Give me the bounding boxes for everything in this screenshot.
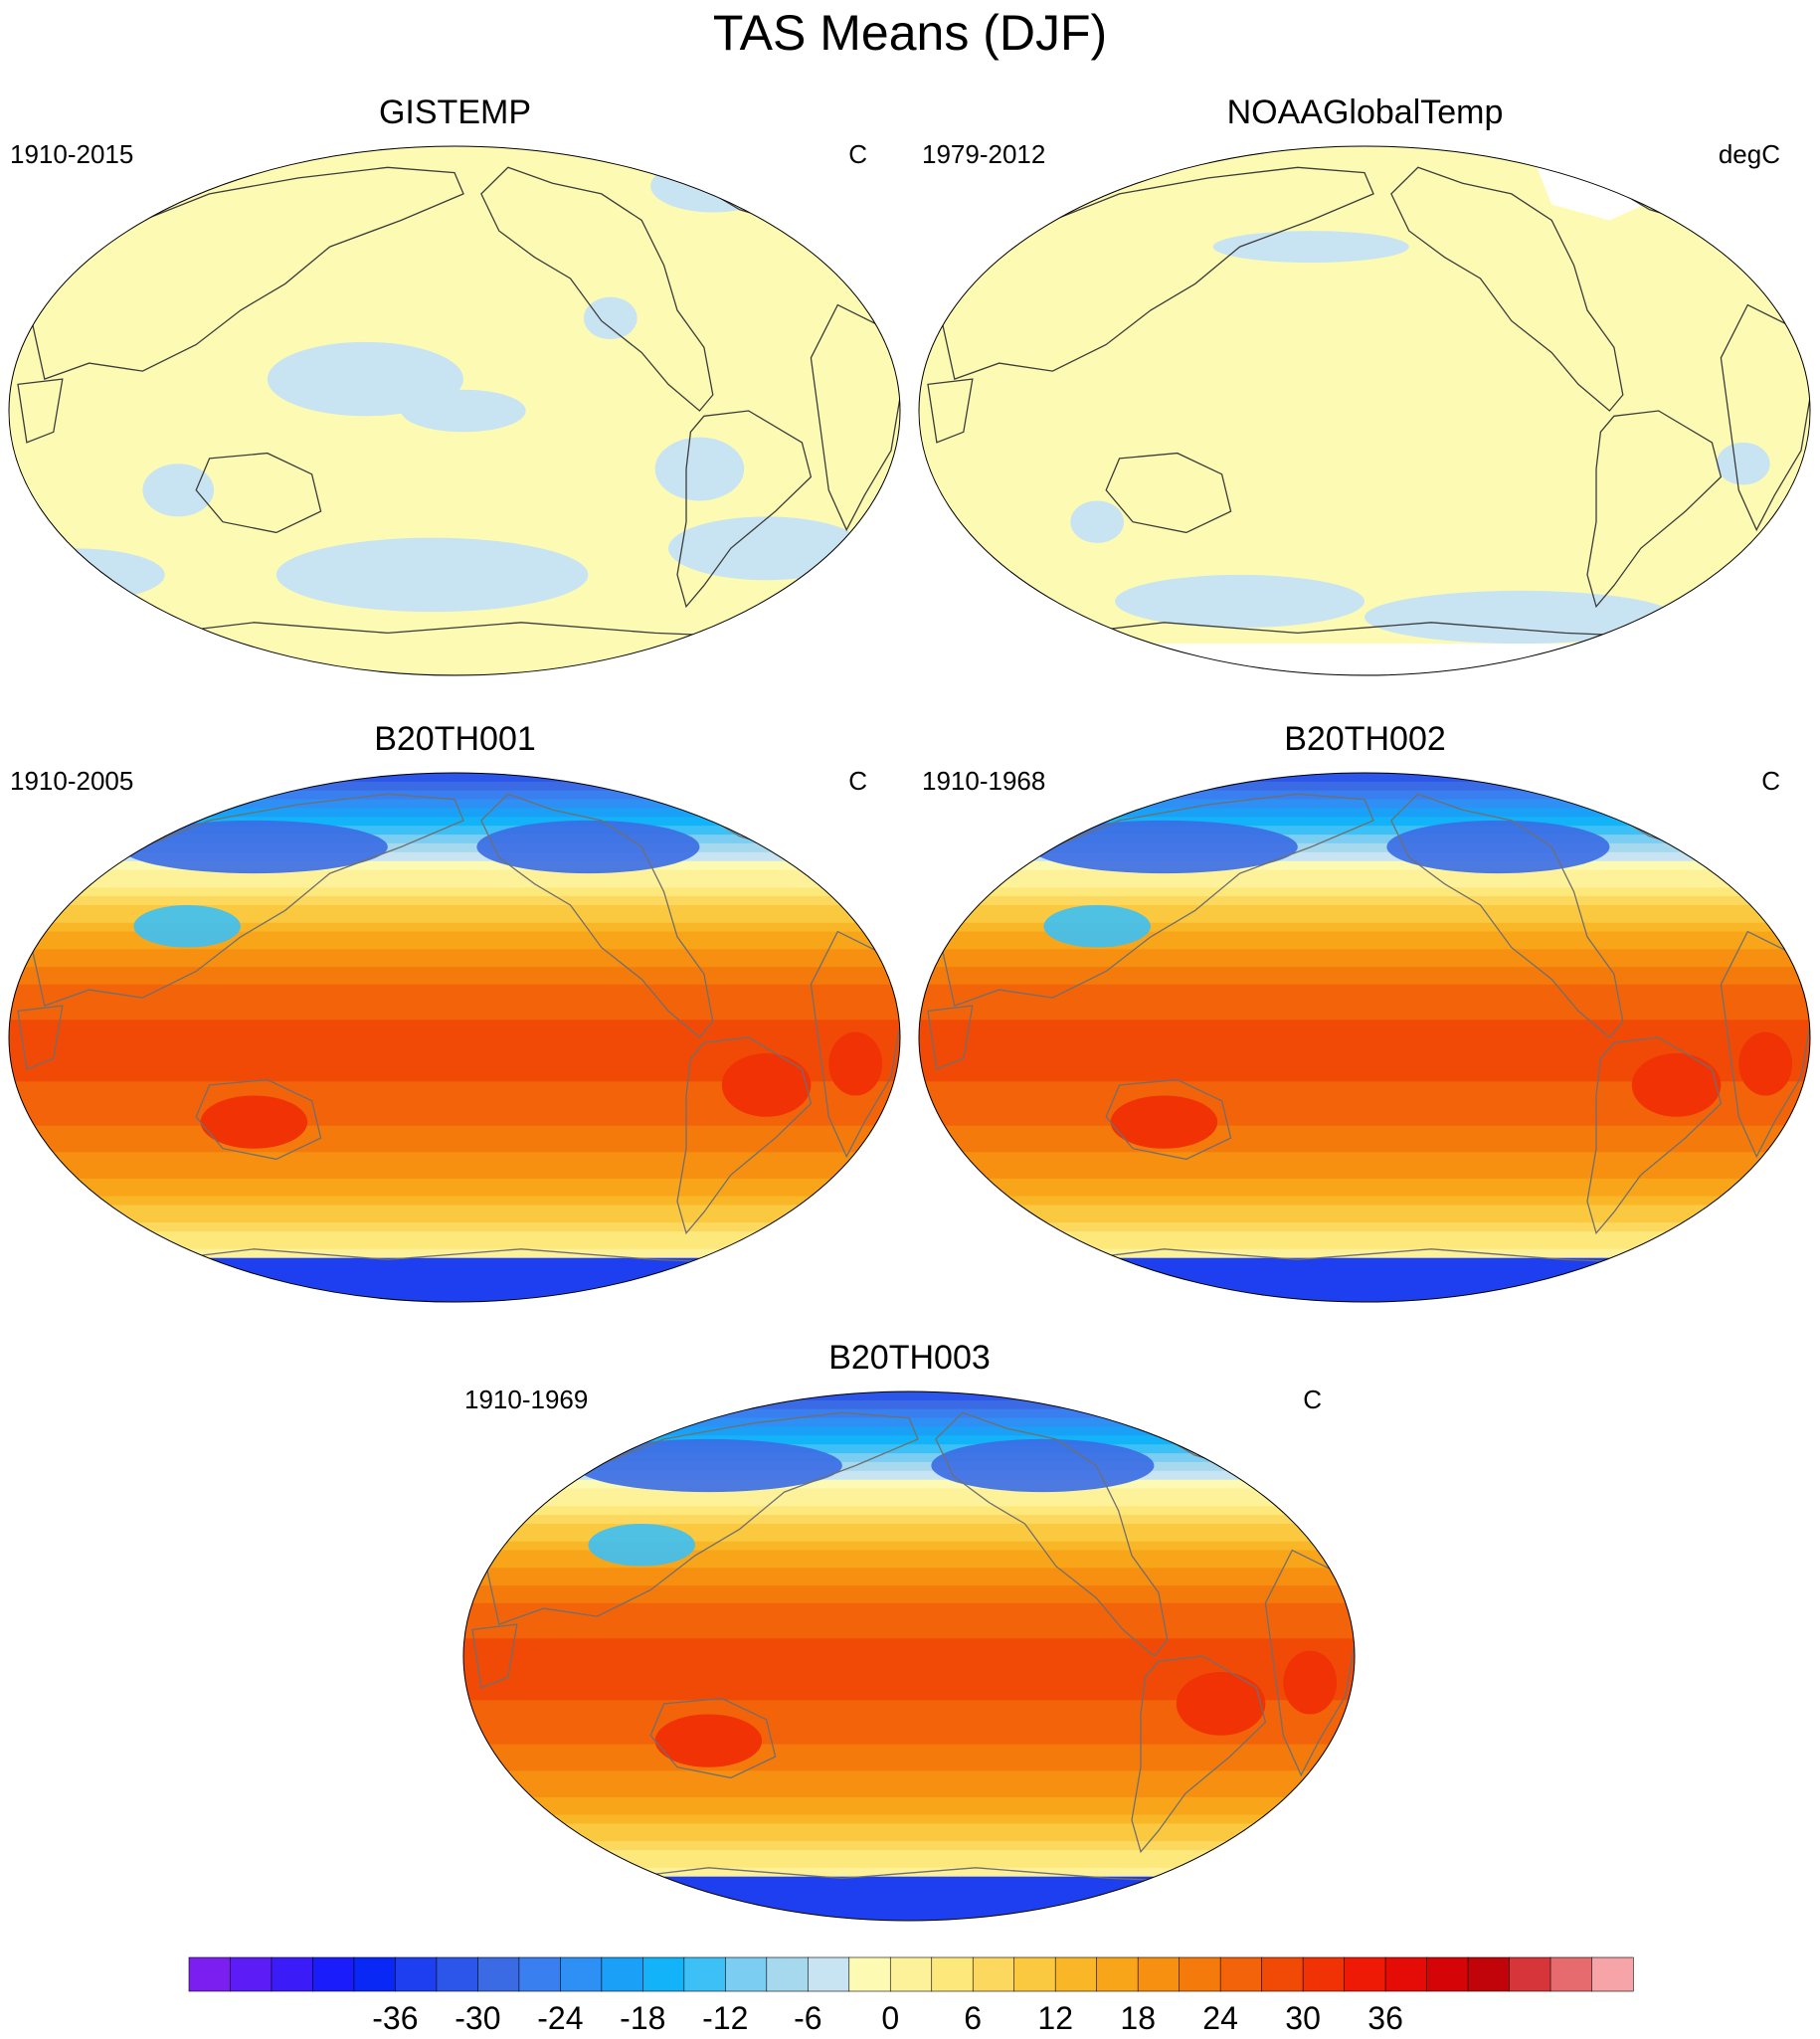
colorbar-swatch <box>889 1956 933 1992</box>
colorbar-tick-label: 18 <box>1120 2000 1156 2036</box>
colorbar-swatch <box>1591 1956 1634 1992</box>
panel-title: GISTEMP <box>378 93 532 131</box>
colorbar-tick-label: -6 <box>794 2000 821 2036</box>
panel-units: degC <box>1718 139 1780 169</box>
panel-noaa: NOAAGlobalTemp 1979-2012 degC <box>910 93 1820 690</box>
colorbar-swatch <box>1261 1956 1304 1992</box>
colorbar-swatch <box>601 1956 643 1992</box>
colorbar-tick-label: 30 <box>1285 2000 1321 2036</box>
colorbar-swatch <box>807 1956 850 1992</box>
map-b20th002 <box>918 772 1811 1303</box>
colorbar-swatch <box>1054 1956 1098 1992</box>
panel-units: C <box>848 766 867 796</box>
colorbar-swatch <box>1219 1956 1263 1992</box>
panel-gistemp: GISTEMP 1910-2015 C <box>0 93 910 690</box>
panel-period: 1979-2012 <box>922 139 1046 169</box>
colorbar-swatch <box>1384 1956 1428 1992</box>
colorbar-swatch <box>560 1956 603 1992</box>
panel-b20th002: B20TH002 1910-1968 C <box>910 720 1820 1317</box>
colorbar-tick-label: -24 <box>537 2000 583 2036</box>
map-gistemp <box>8 145 901 676</box>
colorbar-swatch <box>518 1956 561 1992</box>
colorbar-swatch <box>725 1956 768 1992</box>
colorbar-swatch <box>312 1956 355 1992</box>
colorbar-swatch <box>1509 1956 1551 1992</box>
colorbar-swatch <box>188 1956 232 1992</box>
colorbar-swatch <box>931 1956 974 1992</box>
colorbar-swatch <box>1344 1956 1386 1992</box>
colorbar-swatch <box>477 1956 520 1992</box>
colorbar-tick-label: 6 <box>964 2000 982 2036</box>
colorbar-tick-label: -12 <box>702 2000 748 2036</box>
panel-title: NOAAGlobalTemp <box>1226 93 1504 131</box>
colorbar-swatch <box>1467 1956 1511 1992</box>
colorbar-swatch <box>353 1956 397 1992</box>
panel-period: 1910-1968 <box>922 766 1046 796</box>
colorbar-tick-label: -30 <box>455 2000 500 2036</box>
colorbar-tick-label: 0 <box>881 2000 899 2036</box>
colorbar-swatch <box>1096 1956 1139 1992</box>
panel-period: 1910-2015 <box>10 139 134 169</box>
map-b20th003 <box>462 1390 1356 1922</box>
colorbar-swatch <box>1179 1956 1221 1992</box>
panel-title: B20TH001 <box>374 720 536 758</box>
colorbar-swatch <box>230 1956 273 1992</box>
colorbar-tick-label: 36 <box>1367 2000 1403 2036</box>
colorbar-tick-label: -18 <box>620 2000 665 2036</box>
panel-units: C <box>1303 1385 1322 1414</box>
colorbar-swatch <box>1013 1956 1056 1992</box>
panel-b20th003: B20TH003 1910-1969 C <box>455 1339 1365 1936</box>
colorbar-swatch <box>1302 1956 1346 1992</box>
colorbar-swatch <box>683 1956 726 1992</box>
colorbar-swatch <box>395 1956 438 1992</box>
map-b20th001 <box>8 772 901 1303</box>
figure-title: TAS Means (DJF) <box>712 5 1108 61</box>
colorbar-swatch <box>848 1956 891 1992</box>
colorbar-swatch <box>1549 1956 1593 1992</box>
colorbar-swatch <box>1426 1956 1469 1992</box>
colorbar-tick-label: 12 <box>1037 2000 1073 2036</box>
panel-units: C <box>1761 766 1780 796</box>
colorbar-tick-label: 24 <box>1202 2000 1238 2036</box>
panel-period: 1910-2005 <box>10 766 134 796</box>
colorbar-swatch <box>1137 1956 1181 1992</box>
colorbar-swatch <box>271 1956 314 1992</box>
colorbar-swatch <box>642 1956 685 1992</box>
colorbar-swatch <box>766 1956 809 1992</box>
colorbar-swatch <box>436 1956 479 1992</box>
panel-b20th001: B20TH001 1910-2005 C <box>0 720 910 1317</box>
panel-period: 1910-1969 <box>464 1385 589 1414</box>
panel-title: B20TH002 <box>1284 720 1446 758</box>
map-noaa <box>918 145 1811 676</box>
colorbar-tick-label: -36 <box>372 2000 418 2036</box>
colorbar-swatch <box>972 1956 1015 1992</box>
panel-units: C <box>848 139 867 169</box>
panel-title: B20TH003 <box>828 1339 991 1377</box>
